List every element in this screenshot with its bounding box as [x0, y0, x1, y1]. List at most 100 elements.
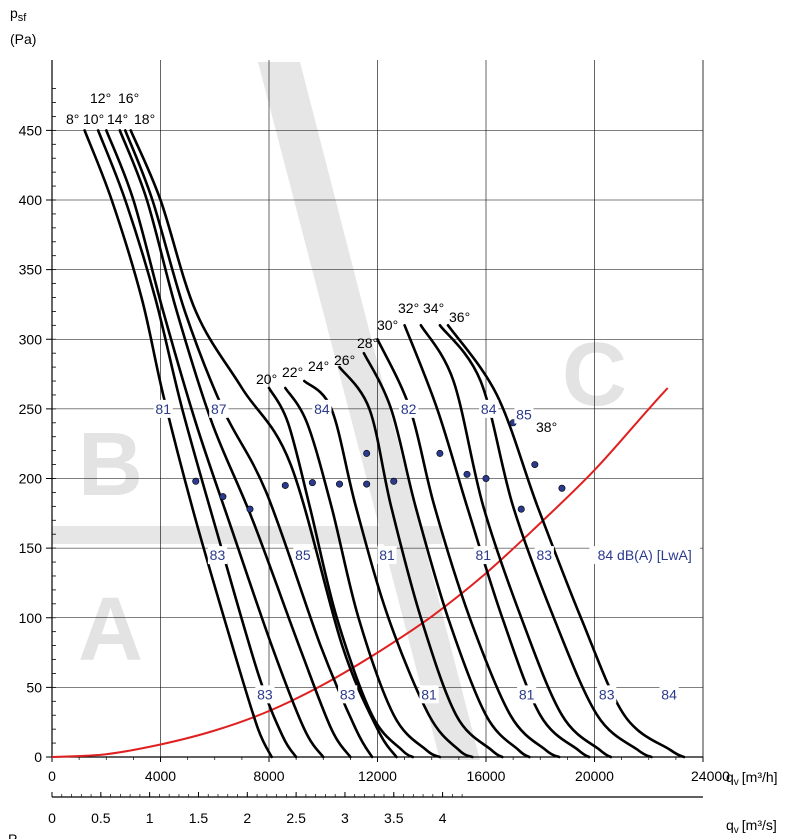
y-axis-symbol-main: p — [10, 5, 18, 21]
x2-tick-label: 2 — [243, 810, 251, 826]
x-tick-label: 24000 — [691, 768, 730, 784]
noise-label-bg — [293, 546, 313, 565]
noise-label: 84 — [314, 401, 330, 417]
fan-curve-20deg — [267, 386, 415, 759]
noise-label: 82 — [401, 401, 417, 417]
angle-label-24: 24° — [308, 358, 329, 374]
angle-label-10: 10° — [83, 111, 104, 127]
noise-label: 83 — [210, 547, 226, 563]
zone-letter-a: A — [78, 580, 143, 680]
x-axis-unit-rest: [m³/h] — [742, 769, 778, 785]
noise-label-bg — [514, 405, 534, 424]
operating-point-marker — [308, 479, 316, 487]
noise-label: 81 — [155, 401, 171, 417]
y-tick-label: 300 — [19, 331, 43, 347]
operating-point-marker — [463, 470, 471, 478]
fan-curve-28deg — [362, 351, 531, 759]
y-axis-unit: (Pa) — [10, 31, 36, 47]
zone-band-horizontal — [52, 526, 442, 544]
noise-label: 85 — [295, 547, 311, 563]
noise-label-bg — [473, 546, 493, 565]
operating-point-marker — [281, 481, 289, 489]
noise-label-bg — [153, 399, 173, 418]
noise-label-bg — [312, 399, 332, 418]
angle-label-36: 36° — [449, 309, 470, 325]
fan-curve-34deg — [419, 324, 613, 759]
x-axis-unit-main: q — [726, 769, 734, 785]
angle-label-30: 30° — [377, 317, 398, 333]
angle-label-14: 14° — [107, 111, 128, 127]
x-axis-2-unit: qv [m³/s] — [726, 817, 777, 836]
operating-point-marker — [336, 480, 344, 488]
x-tick-label: 0 — [48, 768, 56, 784]
operating-point-marker — [558, 484, 566, 492]
noise-label-bg — [207, 546, 228, 565]
y-tick-label: 450 — [19, 122, 43, 138]
x-tick-label: 16000 — [467, 768, 506, 784]
operating-point-marker — [517, 505, 525, 513]
fan-curve-14deg — [118, 129, 352, 759]
x2-tick-label: 3.5 — [384, 810, 404, 826]
noise-label: 83 — [340, 686, 356, 702]
fan-curve-32deg — [403, 324, 591, 759]
x2-tick-label: 2.5 — [286, 810, 306, 826]
noise-label: 85 — [516, 406, 532, 422]
x2-tick-label: 1.5 — [189, 810, 209, 826]
operating-point-marker — [219, 493, 227, 501]
operating-point-marker — [482, 474, 490, 482]
y-tick-label: 250 — [19, 401, 43, 417]
x2-tick-label: 0.5 — [91, 810, 111, 826]
zone-letter-b: B — [78, 415, 143, 515]
system-curve-line — [51, 387, 669, 758]
angle-label-20: 20° — [256, 371, 277, 387]
x-axis-title: qv [m³/h] qv [m³/s] P — [8, 769, 778, 839]
y-tick-label: 150 — [19, 540, 43, 556]
fan-curve-26deg — [338, 365, 504, 759]
noise-label-bg — [377, 546, 397, 565]
noise-label-bg — [338, 685, 358, 704]
noise-label-bg — [209, 399, 229, 418]
operating-point-marker — [390, 477, 398, 485]
operating-point-marker — [363, 480, 371, 488]
x-tick-label: 20000 — [575, 768, 614, 784]
noise-label: 84 — [481, 401, 497, 417]
noise-label-bg — [597, 685, 617, 704]
operating-point-marker — [246, 505, 254, 513]
y-tick-label: 50 — [26, 679, 42, 695]
y-tick-label: 200 — [19, 471, 43, 487]
fan-curve-16deg — [123, 129, 374, 759]
angle-label-32: 32° — [398, 300, 419, 316]
fan-curve-22deg — [284, 386, 442, 759]
noise-label: 87 — [211, 401, 227, 417]
x-axis-2-unit-main: q — [726, 817, 734, 833]
operating-point-marker — [363, 449, 371, 457]
fan-curves — [83, 129, 686, 759]
noise-label-bg — [255, 685, 275, 704]
operating-point-marker — [531, 461, 539, 469]
fan-curve-8deg — [83, 129, 273, 759]
x-tick-label: 8000 — [253, 768, 284, 784]
noise-label: 84 dB(A) [LwA] — [598, 547, 692, 563]
fan-curve-38deg — [446, 324, 686, 759]
noise-label-bg — [517, 685, 537, 704]
noise-label: 81 — [379, 547, 395, 563]
x-axis-unit-sub: v — [734, 777, 739, 788]
angle-label-34: 34° — [423, 300, 444, 316]
y-tick-label: 0 — [34, 749, 42, 765]
noise-label: 81 — [421, 686, 437, 702]
noise-label: 84 — [661, 686, 677, 702]
fan-curve-12deg — [105, 129, 325, 759]
angle-label-28: 28° — [357, 335, 378, 351]
angle-label-12: 12° — [90, 90, 111, 106]
operating-point-marker — [192, 477, 200, 485]
fan-curve-18deg — [129, 129, 398, 759]
angle-label-26: 26° — [334, 352, 355, 368]
fan-curve-10deg — [96, 129, 298, 759]
fan-curve-24deg — [303, 379, 474, 759]
noise-label-bg — [589, 546, 700, 565]
noise-label-bg — [534, 546, 554, 565]
noise-label: 81 — [475, 547, 491, 563]
noise-labels: 81 87 84 82 84 85 83 85 81 81 83 84 dB(A) [LwA] 83 83… — [153, 399, 700, 704]
y-axis-symbol: psf — [10, 5, 27, 24]
